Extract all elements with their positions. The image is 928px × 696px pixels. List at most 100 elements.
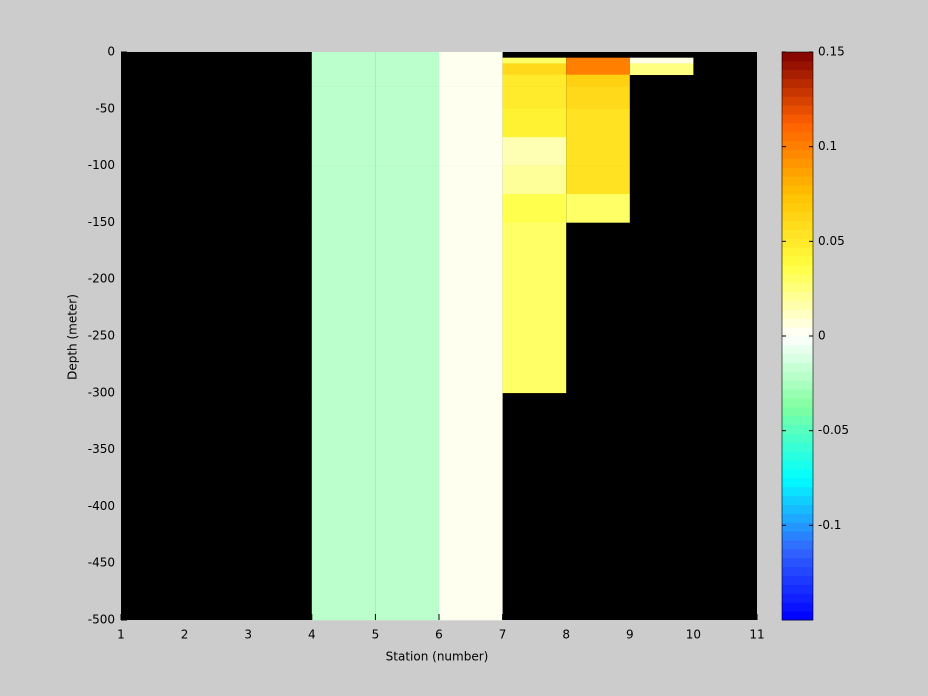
y-tick-label: -400 bbox=[88, 499, 115, 513]
colorbar-step bbox=[782, 194, 813, 204]
colorbar-step bbox=[782, 52, 813, 62]
colorbar-step bbox=[782, 114, 813, 124]
heatmap-cell bbox=[439, 57, 503, 64]
heatmap-cell bbox=[502, 74, 567, 87]
x-tick-label: 5 bbox=[372, 628, 380, 642]
x-tick-label: 11 bbox=[749, 628, 764, 642]
heatmap-cell bbox=[629, 57, 694, 64]
colorbar-step bbox=[782, 415, 813, 426]
heatmap-cell bbox=[439, 74, 503, 87]
colorbar-step bbox=[782, 300, 813, 310]
heatmap-cell bbox=[375, 165, 439, 195]
heatmap-cell bbox=[375, 194, 439, 223]
colorbar-step bbox=[782, 540, 813, 550]
heatmap-cell bbox=[311, 74, 376, 87]
heatmap-cell bbox=[311, 86, 376, 110]
heatmap-cell bbox=[502, 63, 567, 76]
colorbar-step bbox=[782, 131, 813, 142]
y-tick-label: -350 bbox=[88, 442, 115, 456]
x-tick-label: 10 bbox=[686, 628, 701, 642]
heatmap-cell bbox=[566, 194, 630, 223]
colorbar-step bbox=[782, 238, 813, 248]
colorbar-step bbox=[782, 202, 813, 213]
colorbar-tick-label: 0.1 bbox=[818, 139, 837, 153]
colorbar-step bbox=[782, 220, 813, 230]
heatmap-cell bbox=[502, 57, 567, 64]
colorbar-step bbox=[782, 389, 813, 399]
heatmap-cell bbox=[502, 165, 567, 195]
heatmap-cell bbox=[502, 86, 567, 110]
x-tick-label: 4 bbox=[308, 628, 316, 642]
y-tick-label: -200 bbox=[88, 272, 115, 286]
colorbar-step bbox=[782, 78, 813, 88]
heatmap-cell bbox=[375, 74, 439, 87]
colorbar-tick-label: 0 bbox=[818, 329, 826, 343]
colorbar-step bbox=[782, 344, 813, 355]
colorbar-step bbox=[782, 424, 813, 435]
colorbar-step bbox=[782, 442, 813, 452]
x-tick-label: 9 bbox=[626, 628, 634, 642]
heatmap-cell bbox=[439, 108, 503, 138]
colorbar-step bbox=[782, 229, 813, 239]
heatmap-cell bbox=[566, 63, 630, 76]
colorbar-step bbox=[782, 176, 813, 186]
colorbar-step bbox=[782, 318, 813, 328]
colorbar-step bbox=[782, 256, 813, 266]
heatmap-cell bbox=[375, 222, 439, 394]
heatmap-cell bbox=[502, 108, 567, 138]
colorbar-step bbox=[782, 309, 813, 319]
colorbar-step bbox=[782, 247, 813, 257]
heatmap-cell bbox=[311, 108, 376, 138]
heatmap-cell bbox=[566, 165, 630, 195]
colorbar-step bbox=[782, 158, 813, 168]
colorbar-step bbox=[782, 513, 813, 523]
heatmap-cell bbox=[375, 392, 439, 621]
colorbar-step bbox=[782, 398, 813, 408]
colorbar-step bbox=[782, 105, 813, 115]
heatmap-cell bbox=[311, 222, 376, 394]
colorbar-step bbox=[782, 282, 813, 293]
colorbar-step bbox=[782, 123, 813, 133]
colorbar-step bbox=[782, 353, 813, 364]
colorbar-step bbox=[782, 291, 813, 301]
y-tick-label: -500 bbox=[88, 613, 115, 627]
heatmap-cell bbox=[502, 137, 567, 166]
heatmap-cell bbox=[566, 137, 630, 166]
colorbar-step bbox=[782, 336, 813, 346]
y-axis-label: Depth (meter) bbox=[66, 294, 80, 380]
colorbar-step bbox=[782, 584, 813, 594]
colorbar-step bbox=[782, 522, 813, 532]
colorbar-step bbox=[782, 451, 813, 461]
colorbar-step bbox=[782, 371, 813, 381]
x-axis-label: Station (number) bbox=[386, 650, 489, 664]
colorbar-step bbox=[782, 362, 813, 372]
colorbar-step bbox=[782, 96, 813, 106]
heatmap-cell bbox=[502, 194, 567, 223]
y-tick-label: -50 bbox=[95, 101, 115, 115]
y-tick-label: -450 bbox=[88, 556, 115, 570]
heatmap-cell bbox=[375, 63, 439, 76]
colorbar-step bbox=[782, 557, 813, 568]
heatmap-cell bbox=[375, 108, 439, 138]
y-tick-label: -150 bbox=[88, 215, 115, 229]
colorbar-step bbox=[782, 380, 813, 390]
heatmap-cell bbox=[566, 86, 630, 110]
heatmap-cell bbox=[502, 222, 567, 394]
colorbar-step bbox=[782, 593, 813, 603]
x-tick-label: 1 bbox=[117, 628, 125, 642]
heatmap-cell bbox=[311, 392, 376, 621]
colorbar-step bbox=[782, 327, 813, 337]
colorbar-step bbox=[782, 273, 813, 284]
colorbar-step bbox=[782, 211, 813, 222]
heatmap-cell bbox=[439, 86, 503, 110]
x-tick-label: 7 bbox=[499, 628, 507, 642]
colorbar-step bbox=[782, 504, 813, 514]
x-tick-label: 8 bbox=[562, 628, 570, 642]
colorbar-step bbox=[782, 495, 813, 506]
heatmap-cell bbox=[439, 194, 503, 223]
x-tick-label: 2 bbox=[181, 628, 189, 642]
colorbar-step bbox=[782, 478, 813, 488]
heatmap-cell bbox=[566, 57, 630, 64]
colorbar-step bbox=[782, 460, 813, 470]
